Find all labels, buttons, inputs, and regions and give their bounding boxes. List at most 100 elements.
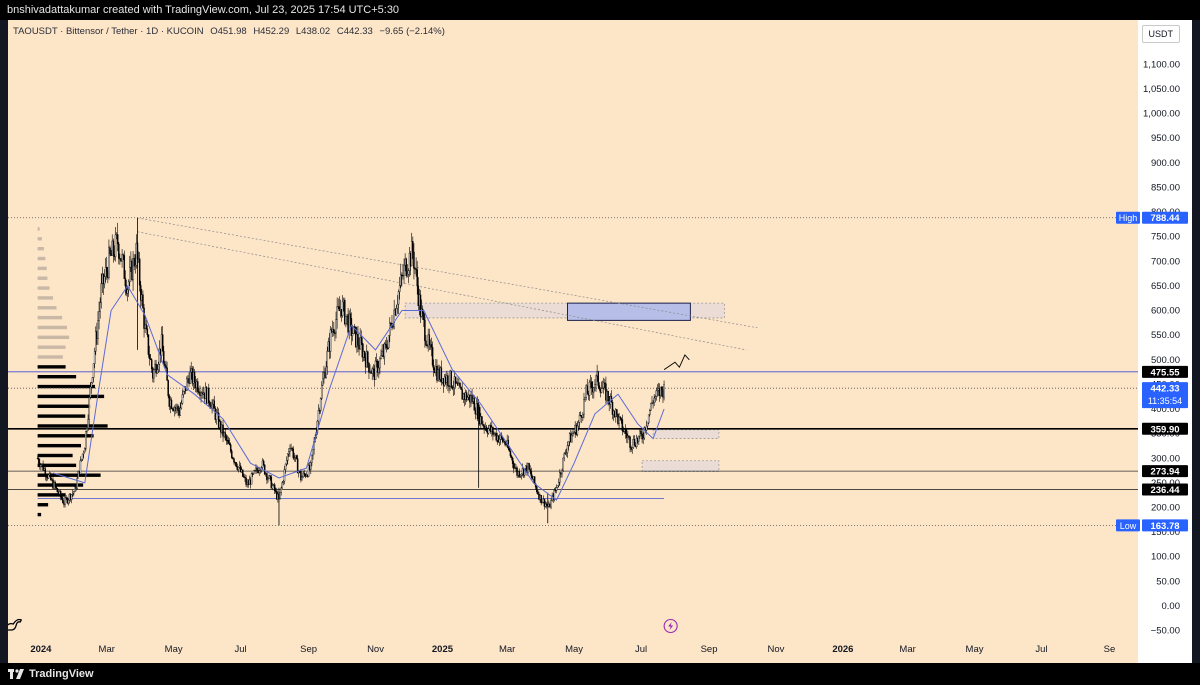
volume-profile-bar <box>37 315 63 320</box>
candle-body <box>511 457 514 464</box>
level-359-badge-value: 359.90 <box>1150 424 1179 435</box>
time-tick-label: Mar <box>99 644 115 655</box>
candle-body <box>193 371 196 383</box>
candle-body <box>384 343 387 345</box>
candle-body <box>179 407 181 416</box>
candle-body <box>156 369 158 374</box>
volume-profile-bar <box>37 404 91 408</box>
chart-area[interactable]: −50.00 0.00 50.00 100.00 150.00 200.00 250.00 3… <box>4 20 1192 663</box>
candle-body <box>647 414 650 424</box>
candle-body <box>430 344 433 348</box>
candle-body <box>92 363 95 378</box>
candle-body <box>643 427 646 439</box>
candle-body <box>594 384 596 388</box>
candle-body <box>485 426 488 431</box>
level-273-badge <box>1142 465 1188 478</box>
candle-body <box>266 473 268 481</box>
candle-body <box>536 486 538 492</box>
time-tick-label: May <box>565 644 583 655</box>
candle-body <box>567 441 570 446</box>
candle-body <box>245 477 247 485</box>
level-236-badge <box>1142 483 1188 496</box>
candle-body <box>379 358 381 369</box>
candle-body <box>333 328 335 334</box>
volume-profile-bar <box>37 443 82 448</box>
price-chart-svg[interactable]: −50.00 0.00 50.00 100.00 150.00 200.00 250.00 3… <box>4 20 1192 663</box>
candle-body <box>122 254 124 256</box>
candle-body <box>557 482 560 486</box>
time-tick-label: 2024 <box>30 644 52 655</box>
volume-profile-bar <box>37 424 108 428</box>
time-tick-label: Nov <box>367 644 384 655</box>
candle-body <box>103 276 106 285</box>
candle-body <box>482 423 484 426</box>
level-236-badge-value: 236.44 <box>1150 485 1180 496</box>
volume-profile-bar <box>37 325 68 330</box>
candle-body <box>510 455 513 459</box>
candle-body <box>628 435 630 438</box>
candle-body <box>182 391 185 395</box>
candle-body <box>86 427 88 432</box>
candle-body <box>98 311 100 321</box>
candle-body <box>114 234 117 257</box>
candle-body <box>213 400 216 409</box>
candle-body <box>663 383 665 398</box>
price-tick-label: 850.00 <box>1151 182 1180 193</box>
candle-body <box>631 447 633 450</box>
candle-body <box>447 375 449 386</box>
candle-body <box>361 342 364 358</box>
candle-body <box>450 370 452 387</box>
candle-body <box>334 332 336 334</box>
price-tick-label: 500.00 <box>1151 355 1180 366</box>
candle-body <box>423 313 425 321</box>
candle-body <box>335 319 337 334</box>
candle-body <box>321 384 323 399</box>
candle-body <box>244 476 246 479</box>
price-tick-label: 750.00 <box>1151 232 1180 243</box>
volume-profile-bar <box>37 266 47 271</box>
ohlc-close: C442.33 <box>336 26 373 37</box>
volume-profile-bar <box>37 463 77 468</box>
candle-body <box>393 309 395 327</box>
candle-body <box>454 376 457 384</box>
candle-body <box>576 425 579 435</box>
price-tick-label: 150.00 <box>1151 527 1180 538</box>
credit-text: bnshivadattakumar created with TradingVi… <box>7 4 400 16</box>
candle-body <box>167 380 169 397</box>
candle-body <box>395 308 398 316</box>
candle-body <box>553 489 556 500</box>
candle-body <box>293 457 296 459</box>
candle-body <box>421 308 424 314</box>
candle-body <box>509 450 512 457</box>
candle-body <box>633 439 636 446</box>
currency-selector[interactable]: USDT <box>1141 25 1180 43</box>
candle-body <box>656 390 659 392</box>
volume-profile-bar <box>37 227 40 231</box>
candle-body <box>126 289 129 294</box>
candle-body <box>529 469 531 472</box>
candle-body <box>545 503 548 506</box>
price-tick-label: 1,000.00 <box>1143 109 1180 120</box>
price-tick-label: 700.00 <box>1151 256 1180 267</box>
candle-body <box>73 491 75 494</box>
candle-body <box>302 472 304 478</box>
candle-body <box>508 448 511 452</box>
volume-profile-bar <box>37 483 84 487</box>
time-tick-label: May <box>966 644 984 655</box>
candle-body <box>646 422 649 427</box>
candle-body <box>123 255 126 279</box>
volume-profile-bar <box>37 394 105 399</box>
candle-body <box>642 437 644 440</box>
volume-profile-bar <box>37 414 86 418</box>
volume-profile-bar <box>37 335 70 340</box>
candle-body <box>367 351 369 364</box>
candle-body <box>577 422 580 427</box>
candle-body <box>349 313 352 319</box>
candle-body <box>523 468 526 476</box>
candle-body <box>352 326 355 334</box>
price-tick-label: 250.00 <box>1151 478 1180 489</box>
candle-body <box>84 448 86 453</box>
candle-body <box>363 351 366 358</box>
candle-body <box>262 460 265 466</box>
candle-body <box>307 465 310 477</box>
